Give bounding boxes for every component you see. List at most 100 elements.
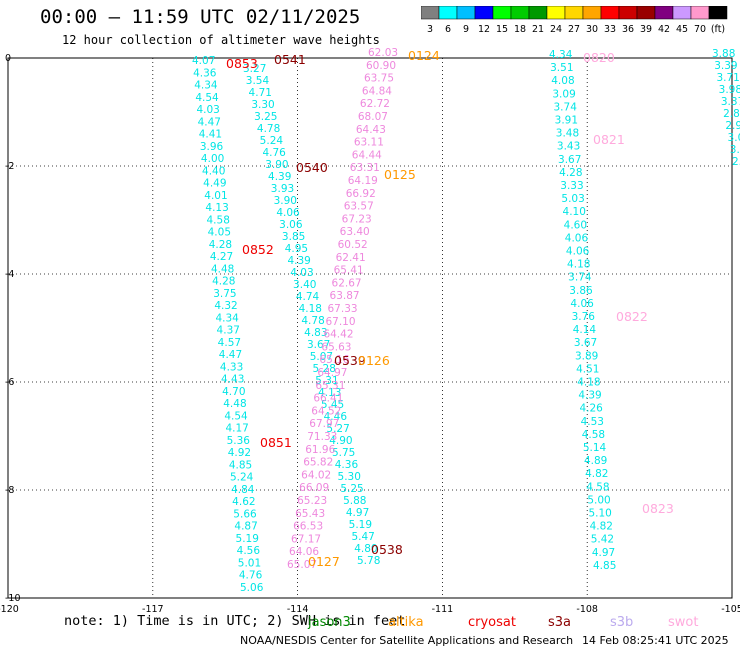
wave-height-label: 3.51 [550, 62, 573, 74]
wave-height-label: 5.45 [321, 399, 344, 411]
y-tick-label: -4 [5, 269, 14, 280]
satellite-legend-item: s3a [548, 615, 571, 630]
wave-height-label: 65.41 [334, 265, 364, 277]
colorbar-label: 70 [694, 24, 706, 35]
wave-height-label: 5.19 [236, 533, 259, 545]
wave-height-label: 4.00 [201, 153, 224, 165]
wave-height-label: 60.90 [366, 60, 396, 72]
wave-height-label: 64.43 [356, 124, 386, 136]
wave-height-label: 5.27 [326, 423, 349, 435]
wave-height-label: 65.07 [287, 559, 317, 571]
wave-height-label: 4.13 [205, 202, 228, 214]
colorbar-label: 30 [586, 24, 598, 35]
wave-height-label: 4.95 [285, 243, 308, 255]
wave-height-label: 65.63 [321, 341, 351, 353]
wave-height-label: 65.23 [297, 495, 327, 507]
pass-time-tag: 0852 [242, 242, 274, 257]
wave-height-label: 4.34 [194, 80, 218, 92]
wave-height-label: 3.98 [719, 84, 740, 96]
colorbar-label: 42 [658, 24, 670, 35]
footnote: note: 1) Time is in UTC; 2) SWH is in fe… [64, 613, 406, 629]
wave-height-label: 3.86 [569, 285, 593, 297]
wave-height-label: 3.91 [555, 115, 578, 127]
colorbar-label: 36 [622, 24, 634, 35]
wave-height-label: 4.33 [220, 361, 243, 373]
wave-height-label: 4.87 [234, 521, 257, 533]
wave-height-label: 4.78 [301, 315, 324, 327]
wave-height-label: 3.88 [712, 48, 735, 60]
wave-height-label: 4.36 [335, 459, 359, 471]
pass-time-tag: 0540 [296, 160, 328, 175]
wave-height-label: 3.90 [265, 159, 288, 171]
wave-height-label: 4.05 [208, 227, 231, 239]
wave-height-label: 4.85 [593, 560, 616, 572]
wave-height-label: 4.40 [202, 165, 225, 177]
pass-time-tag: 0125 [384, 167, 416, 182]
wave-height-label: 4.57 [218, 337, 241, 349]
pass-time-tag: 0822 [616, 309, 648, 324]
pass-time-tag: 0823 [642, 501, 674, 516]
wave-height-label: 5.42 [591, 534, 614, 546]
y-tick-label: -2 [5, 161, 14, 172]
wave-height-label: 4.85 [229, 459, 252, 471]
wave-height-label: 5.31 [315, 375, 338, 387]
wave-height-label: 4.54 [195, 92, 219, 104]
pass-time-tag: 0853 [226, 56, 258, 71]
wave-height-label: 64.97 [317, 367, 347, 379]
wave-height-label: 3.67 [558, 154, 581, 166]
wave-height-label: 4.90 [329, 435, 352, 447]
wave-height-label: 4.06 [570, 298, 594, 310]
colorbar-label: 3 [427, 24, 433, 35]
wave-height-label: 4.34 [215, 312, 239, 324]
wave-height-label: 67.10 [325, 316, 355, 328]
wave-height-label: 63.57 [344, 201, 374, 213]
colorbar-label: 6 [445, 24, 451, 35]
wave-height-label: 4.84 [231, 484, 255, 496]
wave-height-label: 64.44 [352, 149, 382, 161]
wave-height-label: 3.71 [716, 72, 739, 84]
generated-timestamp: 14 Feb 08:25:41 UTC 2025 [582, 634, 729, 647]
map-subtitle: 12 hour collection of altimeter wave hei… [62, 33, 380, 47]
wave-height-label: 66.41 [313, 393, 343, 405]
y-tick-label: 0 [5, 53, 11, 64]
y-tick-label: -8 [5, 485, 14, 496]
wave-height-label: 64.42 [323, 329, 353, 341]
wave-height-label: 68.07 [358, 111, 388, 123]
wave-height-label: 4.48 [211, 263, 234, 275]
wave-height-label: 3.67 [574, 337, 597, 349]
wave-height-label: 2.81 [723, 108, 740, 120]
wave-height-label: 5.19 [349, 519, 372, 531]
pass-time-tag: 0851 [260, 435, 292, 450]
wave-height-label: 4.28 [212, 276, 235, 288]
satellite-legend-item: swot [668, 615, 698, 630]
colorbar-swatch [708, 6, 728, 20]
wave-height-label: 4.18 [299, 303, 322, 315]
pass-time-tag: 0539 [334, 353, 366, 368]
wave-height-label: 62.41 [336, 252, 366, 264]
wave-height-label: 4.39 [268, 171, 291, 183]
wave-height-label: 62.03 [368, 47, 398, 59]
wave-height-label: 4.58 [586, 481, 609, 493]
wave-height-label: 4.10 [563, 206, 586, 218]
colorbar-label: 27 [568, 24, 580, 35]
y-tick-label: -10 [5, 593, 21, 604]
pass-time-tag: 0820 [583, 50, 615, 65]
colorbar-label: 21 [532, 24, 544, 35]
wave-height-label: 3.74 [554, 101, 578, 113]
colorbar-label: 15 [496, 24, 508, 35]
wave-height-label: 3.37 [721, 96, 740, 108]
wave-height-label: 67.23 [342, 213, 372, 225]
wave-height-label: 5.14 [583, 442, 607, 454]
wave-height-label: 4.47 [219, 349, 242, 361]
x-tick-label: -105 [721, 604, 740, 615]
wave-height-label: 5.01 [238, 557, 261, 569]
x-tick-label: -114 [287, 604, 309, 615]
wave-height-label: 3.96 [200, 141, 224, 153]
wave-height-label: 4.58 [207, 214, 230, 226]
wave-height-label: 4.18 [577, 377, 600, 389]
wave-height-label: 4.71 [249, 87, 272, 99]
colorbar-label: 9 [463, 24, 469, 35]
colorbar-label: 45 [676, 24, 688, 35]
wave-height-label: 4.03 [290, 267, 313, 279]
wave-height-label: 63.11 [354, 137, 384, 149]
